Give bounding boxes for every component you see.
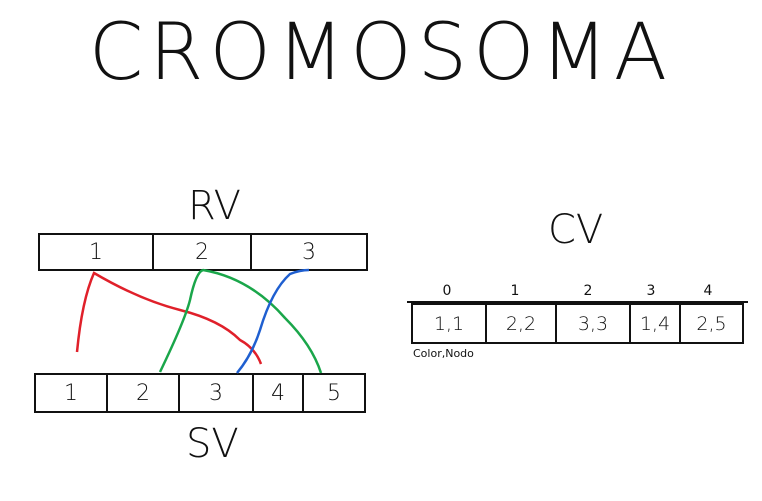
rv-label: RV: [188, 183, 241, 229]
sv-row: 1 2 3 4 5: [34, 373, 366, 413]
sv-label: SV: [186, 421, 239, 467]
cv-cell: 1,4: [631, 305, 681, 342]
sv-cell: 5: [327, 380, 341, 406]
red-link: [75, 271, 263, 365]
rv-cell: 1: [40, 235, 154, 269]
cv-caption: Color,Nodo: [413, 347, 474, 360]
cv-index: 4: [703, 283, 713, 299]
sv-cell: 3: [180, 375, 254, 411]
cv-index: 1: [510, 283, 520, 299]
green-link-a: [158, 268, 204, 373]
cv-cell: 2,5: [696, 312, 727, 335]
cv-row: 1,1 2,2 3,3 1,4 2,5: [411, 303, 744, 344]
cv-index: 2: [583, 283, 593, 299]
blue-link: [236, 268, 310, 374]
sv-cell: 2: [108, 375, 180, 411]
cv-label: CV: [548, 207, 604, 253]
green-link-b: [202, 268, 323, 374]
cv-cell: 3,3: [557, 305, 631, 342]
sv-cell: 1: [36, 375, 108, 411]
rv-cell: 3: [302, 239, 316, 265]
cv-cell: 1,1: [413, 305, 487, 342]
diagram-title: CROMOSOMA: [88, 8, 674, 98]
rv-cell: 2: [154, 235, 252, 269]
cv-index: 0: [442, 283, 452, 299]
cv-index: 3: [646, 283, 656, 299]
sv-cell: 4: [254, 375, 304, 411]
cv-cell: 2,2: [487, 305, 557, 342]
